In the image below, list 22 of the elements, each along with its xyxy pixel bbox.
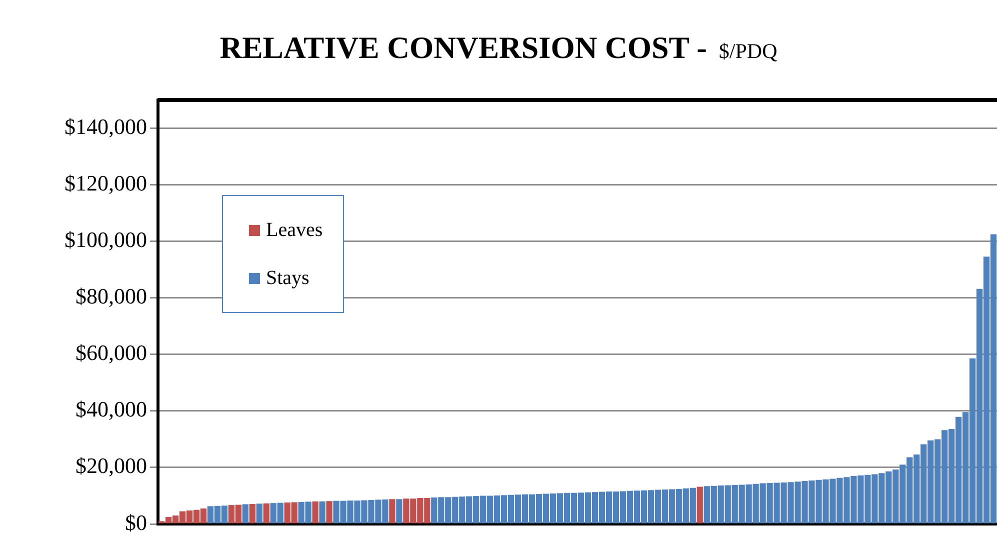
y-tick-label: $40,000: [76, 396, 147, 422]
y-tick-label: $0: [125, 510, 147, 535]
bar: [319, 501, 326, 524]
y-tick-label: $20,000: [76, 453, 147, 478]
bar: [256, 504, 262, 524]
y-tick-label: $140,000: [64, 114, 147, 140]
legend-label: Stays: [266, 266, 310, 290]
bar: [263, 503, 270, 524]
y-tick-label: $100,000: [64, 227, 147, 252]
bar: [326, 501, 332, 524]
y-tick-label: $60,000: [76, 340, 147, 366]
chart-title: RELATIVE CONVERSION COST -: [220, 30, 707, 65]
legend-label: Leaves: [266, 218, 323, 242]
bar: [396, 499, 402, 524]
chart-subtitle: $/PDQ: [718, 39, 778, 63]
y-tick-label: $120,000: [64, 170, 147, 196]
bar: [249, 504, 256, 524]
bar: [389, 499, 396, 524]
y-tick-label: $80,000: [76, 284, 147, 309]
bar: [696, 486, 703, 524]
bar: [242, 504, 248, 524]
bar: [312, 501, 318, 524]
